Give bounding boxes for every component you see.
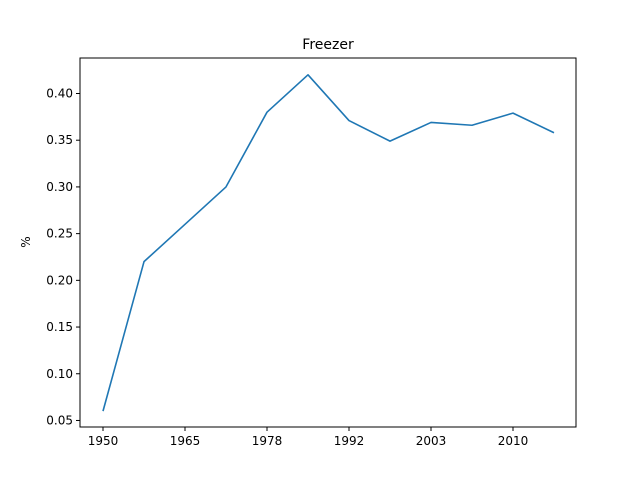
x-tick-label: 2003 xyxy=(416,434,447,448)
series-line xyxy=(102,74,555,412)
y-tick-label: 0.15 xyxy=(46,320,73,334)
y-tick-label: 0.05 xyxy=(46,413,73,427)
y-tick-label: 0.25 xyxy=(46,227,73,241)
x-tick-label: 1950 xyxy=(88,434,119,448)
plot-frame xyxy=(79,57,577,428)
series-layer xyxy=(102,74,555,412)
x-axis-ticks: 1950 1965 1978 1992 2003 2010 xyxy=(88,427,529,448)
y-tick-label: 0.20 xyxy=(46,273,73,287)
y-tick-label: 0.35 xyxy=(46,133,73,147)
x-tick-label: 2010 xyxy=(498,434,529,448)
chart-title: Freezer xyxy=(302,37,354,53)
y-tick-label: 0.30 xyxy=(46,180,73,194)
x-tick-label: 1978 xyxy=(252,434,283,448)
y-axis-label: % xyxy=(19,236,33,247)
y-axis-ticks: 0.05 0.10 0.15 0.20 0.25 0.30 0.35 0.40 xyxy=(46,86,80,427)
y-tick-label: 0.10 xyxy=(46,367,73,381)
x-tick-label: 1965 xyxy=(170,434,201,448)
x-tick-label: 1992 xyxy=(334,434,365,448)
y-tick-label: 0.40 xyxy=(46,86,73,100)
